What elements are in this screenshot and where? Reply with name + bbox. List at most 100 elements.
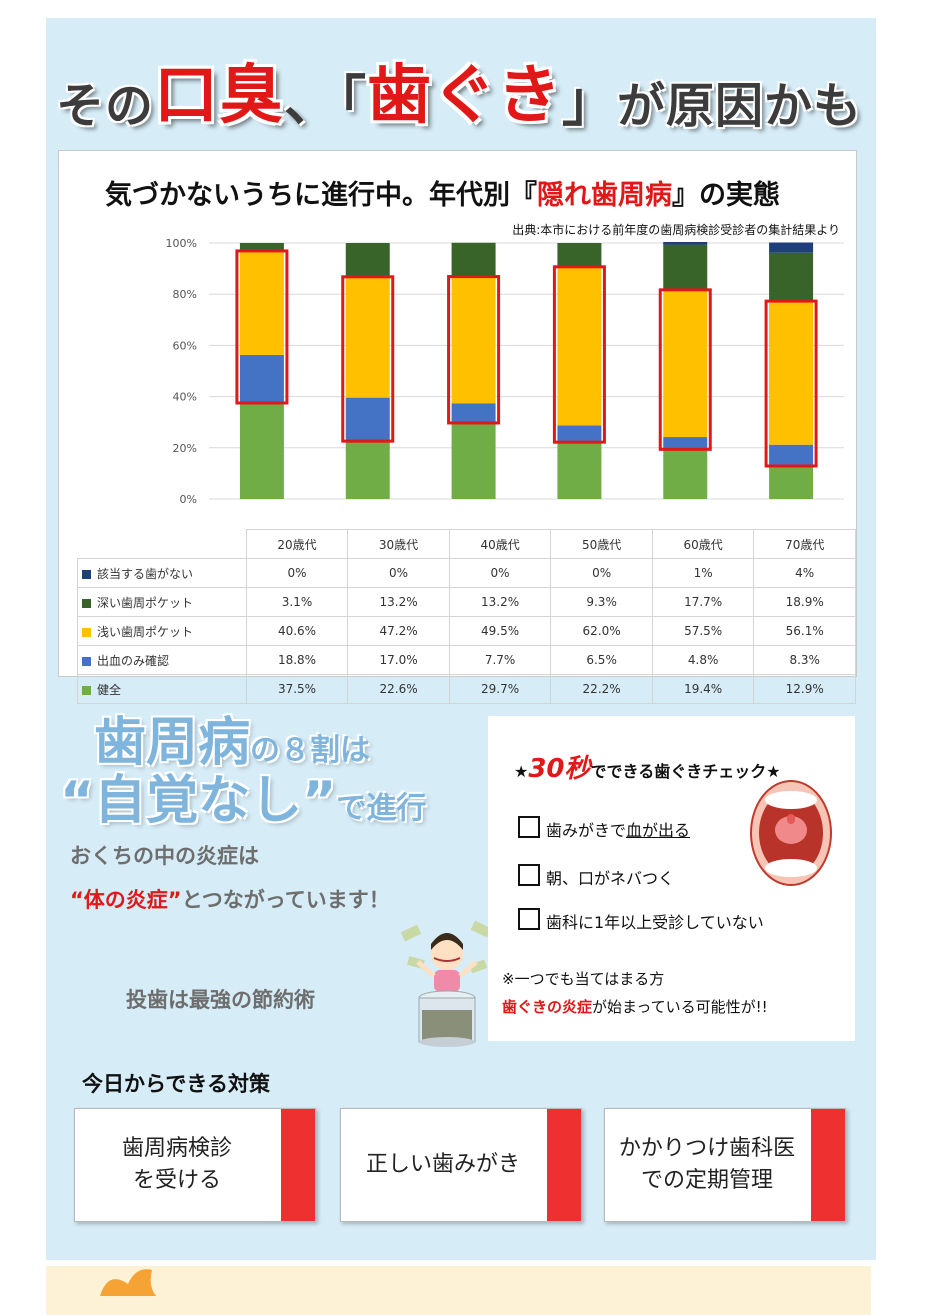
bar-segment [663,449,708,499]
y-tick-label: 100% [166,237,197,250]
data-label: 49.5% [448,616,552,646]
data-label: 57.5% [651,616,755,646]
bar-segment [557,442,602,499]
page-headline: その口臭、「歯ぐき」が原因かも [56,44,866,134]
headline-part: その [56,78,155,134]
legend-label: 該当する歯がない [97,566,194,581]
x-tick-label: 30歳代 [347,529,450,559]
data-label: 9.3% [550,587,653,617]
data-label: 4.8% [651,645,755,675]
data-label: 13.2% [347,587,450,617]
data-label: 13.2% [448,587,552,617]
bar-segment [663,244,708,290]
table-row: 出血のみ確認 18.8% 17.0% 7.7% 6.5% 4.8% 8.3% [77,645,856,675]
legend-label: 出血のみ確認 [97,653,170,668]
check-item-sticky[interactable]: 朝、口がネバつく [518,864,674,889]
bar-segment [345,243,390,277]
saving-girl-illustration [400,920,492,1047]
data-label: 19.4% [651,674,755,704]
legend-swatch [82,627,91,637]
data-label: 17.7% [651,587,755,617]
highlight-box [447,275,501,425]
x-tick-label: 50歳代 [550,529,653,559]
legend-entry: 該当する歯がない [77,558,247,588]
legend-entry: 深い歯周ポケット [77,587,247,617]
measure-card-checkup[interactable]: 歯周病検診 を受ける [74,1108,316,1222]
measure-card-label: 歯周病検診 を受ける [121,1136,232,1193]
data-label: 12.9% [753,674,856,704]
highlight-box [341,275,395,443]
data-label: 7.7% [448,645,552,675]
data-label: 62.0% [550,616,653,646]
table-header-row: 20歳代 30歳代 40歳代 50歳代 60歳代 70歳代 [78,529,856,559]
data-label: 47.2% [347,616,450,646]
data-label: 8.3% [753,645,856,675]
table-row: 該当する歯がない 0% 0% 0% 0% 1% 4% [77,558,856,588]
check-note: ※一つでも当てはまる方 [502,970,665,988]
check-item-no-visit[interactable]: 歯科に1年以上受診していない [518,908,764,933]
legend-entry: 浅い歯周ポケット [77,616,247,646]
legend-entry: 出血のみ確認 [77,645,247,675]
legend-swatch [82,685,91,695]
headline-no-awareness: “自覚なし”で進行 [60,771,427,831]
chart-card: 気づかないうちに進行中。年代別『隠れ歯周病』の実態 出典:本市における前年度の歯… [58,150,857,704]
check-warning: 歯ぐきの炎症が始まっている可能性が!! [502,998,768,1016]
bar-segment [451,403,496,423]
data-label: 0% [550,558,653,588]
data-label: 29.7% [448,674,552,704]
headline-part: が原因かも [617,78,863,134]
headline-part: 、「 [284,70,368,133]
highlight-box [235,249,289,405]
bar-segment [663,437,708,450]
bar-segment [769,465,814,499]
y-tick-label: 80% [173,288,197,301]
headline-emphasis: 口臭 [154,59,285,133]
bar-segment [239,243,284,251]
measure-card-tab [811,1109,845,1221]
data-label: 22.2% [550,674,653,704]
data-label: 3.1% [245,587,349,617]
data-label: 0% [347,558,450,588]
data-label: 56.1% [753,616,856,646]
measure-card-label: かかりつけ歯科医 での定期管理 [618,1136,796,1193]
open-mouth-illustration [750,780,832,886]
checkbox[interactable] [518,908,540,930]
data-label: 0% [448,558,552,588]
data-label: 1% [651,558,755,588]
bar-segment [769,242,814,253]
data-label: 40.6% [245,616,349,646]
bar-segment [451,276,496,404]
table-row: 浅い歯周ポケット 40.6% 47.2% 49.5% 62.0% 57.5% 56.1% [77,616,856,646]
measure-card-dentist[interactable]: かかりつけ歯科医 での定期管理 [604,1108,846,1222]
cat-ear-icon [100,1269,156,1296]
bar-segment [345,397,390,442]
chart-source: 出典:本市における前年度の歯周病検診受診者の集計結果より [512,223,840,237]
x-tick-label: 70歳代 [753,529,856,559]
data-label: 0% [245,558,349,588]
x-tick-label: 20歳代 [245,529,349,559]
bar-segment [769,444,814,466]
legend-entry: 健全 [77,674,247,704]
measure-card-label: 正しい歯みがき [365,1152,520,1178]
data-label: 18.9% [753,587,856,617]
legend-label: 健全 [97,682,122,697]
checkbox[interactable] [518,864,540,886]
legend-swatch [82,656,91,666]
measure-card-tab [547,1109,581,1221]
bar-segment [239,354,284,403]
bar-segment [557,243,602,267]
headline-eighty-percent: 歯周病の８割は [94,713,371,773]
checkbox[interactable] [518,816,540,838]
check-item-bleeding[interactable]: 歯みがきで血が出る [518,816,690,841]
data-label: 17.0% [347,645,450,675]
x-tick-label: 40歳代 [448,529,552,559]
bar-segment [769,252,814,302]
stacked-bar-chart: 0% 20% 40% 60% 80% 100% [166,237,844,506]
y-tick-label: 20% [173,442,197,455]
body-line-3: 投歯は最強の節約術 [126,988,315,1012]
measure-card-brushing[interactable]: 正しい歯みがき [340,1108,582,1222]
table-row: 深い歯周ポケット 3.1% 13.2% 13.2% 9.3% 17.7% 18.9% [77,587,856,617]
headline-emphasis: 歯ぐき [367,59,563,133]
bar-segment [663,289,708,438]
bar-segment [663,241,708,245]
